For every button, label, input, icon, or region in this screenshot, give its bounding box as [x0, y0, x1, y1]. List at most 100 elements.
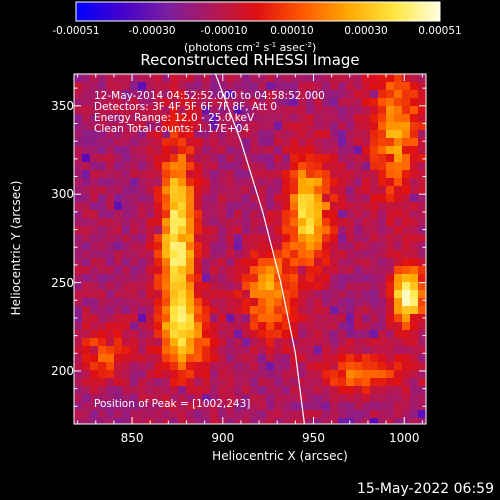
- heatmap-cell: [202, 74, 211, 83]
- heatmap-cell: [258, 282, 267, 291]
- heatmap-cell: [346, 354, 355, 363]
- heatmap-cell: [402, 178, 411, 187]
- heatmap-cell: [74, 90, 83, 99]
- heatmap-cell: [338, 282, 347, 291]
- heatmap-cell: [202, 290, 211, 299]
- heatmap-cell: [218, 146, 227, 155]
- heatmap-cell: [170, 74, 179, 83]
- heatmap-cell: [346, 266, 355, 275]
- heatmap-cell: [114, 402, 123, 411]
- heatmap-cell: [314, 186, 323, 195]
- heatmap-cell: [266, 346, 275, 355]
- heatmap-cell: [298, 154, 307, 163]
- heatmap-cell: [338, 250, 347, 259]
- heatmap-cell: [282, 170, 291, 179]
- heatmap-cell: [330, 98, 339, 107]
- heatmap-cell: [274, 378, 283, 387]
- heatmap-cell: [186, 242, 195, 251]
- heatmap-cell: [410, 194, 419, 203]
- heatmap-cell: [106, 346, 115, 355]
- heatmap-cell: [386, 242, 395, 251]
- heatmap-cell: [298, 306, 307, 315]
- heatmap-cell: [170, 170, 179, 179]
- heatmap-cell: [186, 210, 195, 219]
- heatmap-cell: [322, 354, 331, 363]
- heatmap-cell: [122, 282, 131, 291]
- heatmap-cell: [74, 354, 83, 363]
- heatmap-cell: [418, 226, 426, 235]
- heatmap-cell: [298, 274, 307, 283]
- heatmap-cell: [154, 210, 163, 219]
- heatmap-cell: [290, 362, 299, 371]
- heatmap-cell: [354, 194, 363, 203]
- heatmap-cell: [114, 338, 123, 347]
- heatmap-cell: [234, 290, 243, 299]
- heatmap-cell: [266, 154, 275, 163]
- heatmap-cell: [338, 218, 347, 227]
- heatmap-cell: [418, 330, 426, 339]
- heatmap-cell: [386, 394, 395, 403]
- heatmap-cell: [386, 298, 395, 307]
- heatmap-cell: [258, 402, 267, 411]
- heatmap-cell: [178, 82, 187, 91]
- heatmap-cell: [362, 170, 371, 179]
- heatmap-cell: [338, 330, 347, 339]
- heatmap-cell: [410, 418, 419, 424]
- heatmap-cell: [250, 154, 259, 163]
- heatmap-cell: [418, 162, 426, 171]
- heatmap-cell: [154, 378, 163, 387]
- heatmap-cell: [234, 234, 243, 243]
- heatmap-cell: [394, 298, 403, 307]
- heatmap-cell: [146, 138, 155, 147]
- heatmap-cell: [338, 314, 347, 323]
- heatmap-cell: [394, 322, 403, 331]
- heatmap-cell: [258, 210, 267, 219]
- heatmap-cell: [402, 162, 411, 171]
- heatmap-cell: [314, 386, 323, 395]
- heatmap-cell: [210, 418, 219, 424]
- heatmap-cell: [418, 74, 426, 83]
- heatmap-cell: [202, 226, 211, 235]
- heatmap-cell: [162, 234, 171, 243]
- heatmap-cell: [194, 282, 203, 291]
- heatmap-cell: [210, 98, 219, 107]
- heatmap-cell: [122, 386, 131, 395]
- heatmap-cell: [394, 282, 403, 291]
- heatmap-cell: [234, 402, 243, 411]
- heatmap-cell: [234, 82, 243, 91]
- heatmap-cell: [106, 258, 115, 267]
- heatmap-cell: [378, 74, 387, 83]
- heatmap-cell: [210, 370, 219, 379]
- heatmap-cell: [378, 418, 387, 424]
- heatmap-cell: [242, 298, 251, 307]
- heatmap-cell: [402, 170, 411, 179]
- heatmap-cell: [330, 370, 339, 379]
- heatmap-cell: [226, 218, 235, 227]
- heatmap-cell: [130, 362, 139, 371]
- heatmap-cell: [250, 146, 259, 155]
- heatmap-cell: [154, 370, 163, 379]
- heatmap-cell: [418, 362, 426, 371]
- heatmap-cell: [186, 282, 195, 291]
- heatmap-cell: [346, 122, 355, 131]
- heatmap-cell: [106, 250, 115, 259]
- heatmap-cell: [410, 114, 419, 123]
- heatmap-cell: [274, 162, 283, 171]
- heatmap-cell: [298, 354, 307, 363]
- heatmap-cell: [234, 154, 243, 163]
- heatmap-cell: [242, 354, 251, 363]
- heatmap-cell: [266, 330, 275, 339]
- heatmap-cell: [106, 386, 115, 395]
- heatmap-cell: [170, 146, 179, 155]
- heatmap-cell: [274, 402, 283, 411]
- heatmap-cell: [90, 266, 99, 275]
- heatmap-cell: [186, 290, 195, 299]
- heatmap-cell: [242, 322, 251, 331]
- heatmap-cell: [386, 274, 395, 283]
- heatmap-cell: [418, 106, 426, 115]
- heatmap-cell: [82, 194, 91, 203]
- heatmap-cell: [226, 266, 235, 275]
- heatmap-cell: [330, 322, 339, 331]
- heatmap-cell: [274, 130, 283, 139]
- heatmap-cell: [306, 226, 315, 235]
